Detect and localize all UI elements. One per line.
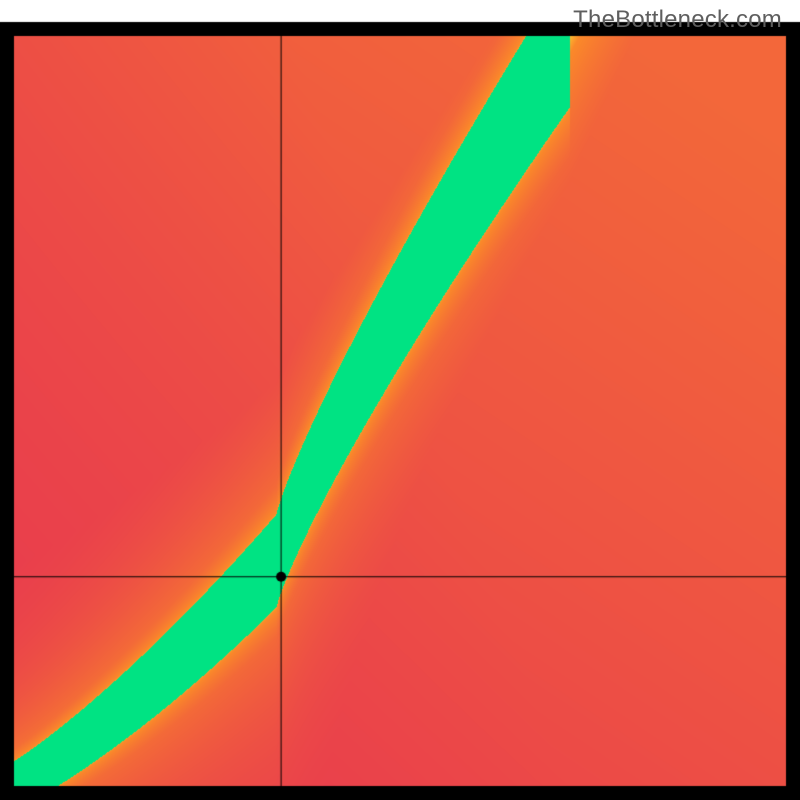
chart-container: TheBottleneck.com [0,0,800,800]
watermark-text: TheBottleneck.com [573,6,782,34]
bottleneck-heatmap [0,0,800,800]
